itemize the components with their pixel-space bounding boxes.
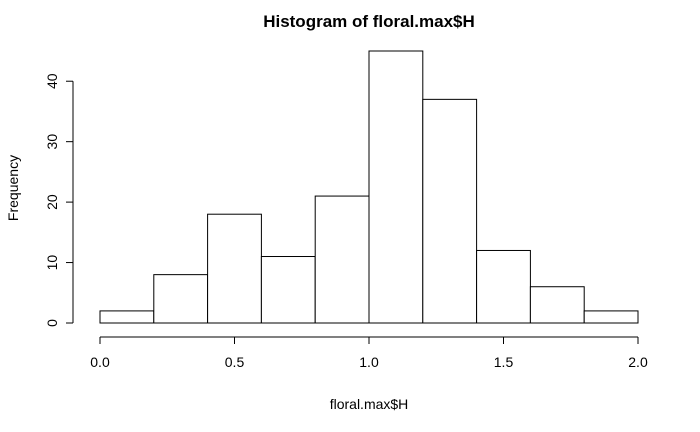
x-tick-label: 0.5 [225,354,245,370]
y-axis-label: Frequency [5,155,21,221]
histogram-bar [368,50,424,324]
y-tick-label: 10 [44,255,60,271]
histogram-bar [260,256,316,324]
y-tick-label: 20 [44,194,60,210]
histogram-bar [476,249,531,324]
histogram-bar [153,274,209,324]
x-tick-label: 2.0 [628,354,648,370]
histogram-bar [207,213,262,324]
chart-title: Histogram of floral.max$H [263,12,475,31]
histogram-bar [314,195,370,324]
y-tick-label: 30 [44,134,60,150]
bars-group [99,50,639,324]
x-tick-label: 1.5 [494,354,514,370]
x-axis-label: floral.max$H [330,396,409,412]
x-tick-label: 1.0 [359,354,379,370]
y-tick-label: 40 [44,73,60,89]
x-tick-label: 0.0 [90,354,110,370]
histogram-bar [422,98,478,324]
histogram-bar [583,310,639,324]
y-tick-label: 0 [44,319,60,327]
x-axis: 0.0 0.5 1.0 1.5 2.0 [90,336,648,370]
histogram-bar [99,310,155,324]
histogram-bar [529,286,585,324]
y-axis: 0 10 20 30 40 [44,73,74,327]
